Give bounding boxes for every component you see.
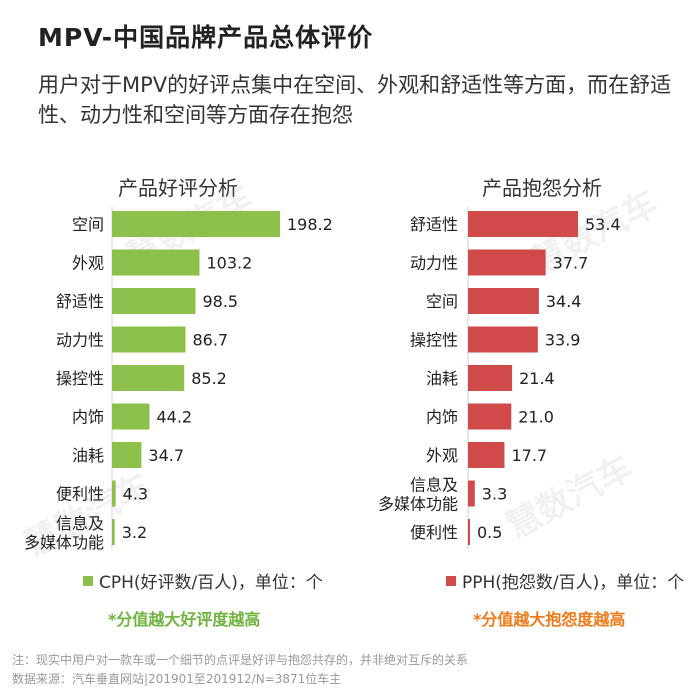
positive-value-label: 3.2 bbox=[122, 523, 147, 542]
negative-value-label: 53.4 bbox=[585, 215, 621, 234]
negative-chart-title: 产品抱怨分析 bbox=[482, 176, 602, 200]
negative-value-label: 37.7 bbox=[553, 254, 589, 273]
negative-category-label: 外观 bbox=[426, 446, 458, 465]
negative-bar bbox=[468, 480, 475, 507]
negative-bar bbox=[468, 403, 512, 430]
negative-category-label: 操控性 bbox=[410, 331, 458, 350]
negative-bar bbox=[468, 365, 513, 391]
positive-bar bbox=[112, 365, 185, 391]
positive-bar bbox=[112, 480, 116, 507]
positive-category-label: 便利性 bbox=[56, 485, 104, 504]
negative-value-label: 3.3 bbox=[482, 485, 507, 504]
footnote: 注：现实中用户对一款车或一个细节的点评是好评与抱怨共存的，并非绝对互斥的关系 bbox=[12, 653, 469, 667]
positive-bar bbox=[112, 403, 150, 430]
negative-category-label: 油耗 bbox=[426, 369, 458, 388]
negative-bar bbox=[468, 442, 505, 468]
negative-bar bbox=[468, 519, 470, 545]
positive-legend: CPH(好评数/百人)，单位：个 bbox=[83, 568, 323, 593]
negative-value-label: 21.0 bbox=[518, 408, 554, 427]
positive-bar bbox=[112, 211, 280, 237]
positive-category-label: 空间 bbox=[72, 215, 104, 234]
positive-category-label: 舒适性 bbox=[56, 292, 104, 311]
negative-value-label: 33.9 bbox=[545, 331, 581, 350]
negative-category-label: 空间 bbox=[426, 292, 458, 311]
positive-legend-swatch bbox=[83, 575, 93, 586]
negative-value-label: 17.7 bbox=[511, 446, 547, 465]
positive-value-label: 44.2 bbox=[156, 408, 192, 427]
negative-category-label: 动力性 bbox=[410, 254, 458, 273]
negative-legend: PPH(抱怨数/百人)，单位：个 bbox=[446, 568, 684, 593]
positive-note: *分值越大好评度越高 bbox=[108, 610, 261, 629]
negative-category-label: 便利性 bbox=[410, 523, 458, 542]
positive-bar bbox=[112, 442, 142, 468]
positive-value-label: 4.3 bbox=[123, 485, 148, 504]
positive-category-label: 动力性 bbox=[56, 331, 104, 350]
positive-category-label: 油耗 bbox=[72, 446, 104, 465]
negative-note: *分值越大抱怨度越高 bbox=[473, 610, 626, 629]
negative-category-label: 舒适性 bbox=[410, 215, 458, 234]
positive-value-label: 85.2 bbox=[191, 369, 227, 388]
positive-bar bbox=[112, 519, 115, 545]
positive-bar bbox=[112, 326, 186, 353]
negative-legend-swatch bbox=[446, 575, 456, 586]
negative-bar bbox=[468, 211, 578, 237]
positive-value-label: 198.2 bbox=[287, 215, 333, 234]
negative-category-label: 信息及多媒体功能 bbox=[378, 476, 458, 514]
negative-category-label: 内饰 bbox=[426, 408, 458, 427]
positive-value-label: 34.7 bbox=[148, 446, 184, 465]
positive-chart-title: 产品好评分析 bbox=[118, 176, 238, 200]
positive-value-label: 103.2 bbox=[206, 254, 252, 273]
positive-category-label: 外观 bbox=[72, 254, 104, 273]
negative-value-label: 0.5 bbox=[477, 523, 502, 542]
negative-bar bbox=[468, 326, 538, 353]
negative-legend-label: PPH(抱怨数/百人)，单位：个 bbox=[462, 573, 685, 593]
negative-bar bbox=[468, 249, 546, 276]
data-source: 数据来源：汽车垂直网站|201901至201912/N=3871位车主 bbox=[12, 672, 342, 686]
negative-value-label: 21.4 bbox=[519, 369, 555, 388]
positive-legend-label: CPH(好评数/百人)，单位：个 bbox=[99, 573, 323, 593]
positive-value-label: 86.7 bbox=[192, 331, 228, 350]
positive-value-label: 98.5 bbox=[202, 292, 238, 311]
positive-category-label: 操控性 bbox=[56, 369, 104, 388]
negative-bar bbox=[468, 288, 539, 314]
positive-bar bbox=[112, 288, 196, 314]
positive-category-label: 内饰 bbox=[72, 408, 104, 427]
negative-value-label: 34.4 bbox=[546, 292, 582, 311]
positive-category-label: 信息及多媒体功能 bbox=[24, 514, 104, 552]
page-subtitle: 用户对于MPV的好评点集中在空间、外观和舒适性等方面，而在舒适性、动力性和空间等… bbox=[38, 73, 672, 127]
positive-bar bbox=[112, 249, 200, 276]
page-title: MPV-中国品牌产品总体评价 bbox=[38, 23, 374, 52]
